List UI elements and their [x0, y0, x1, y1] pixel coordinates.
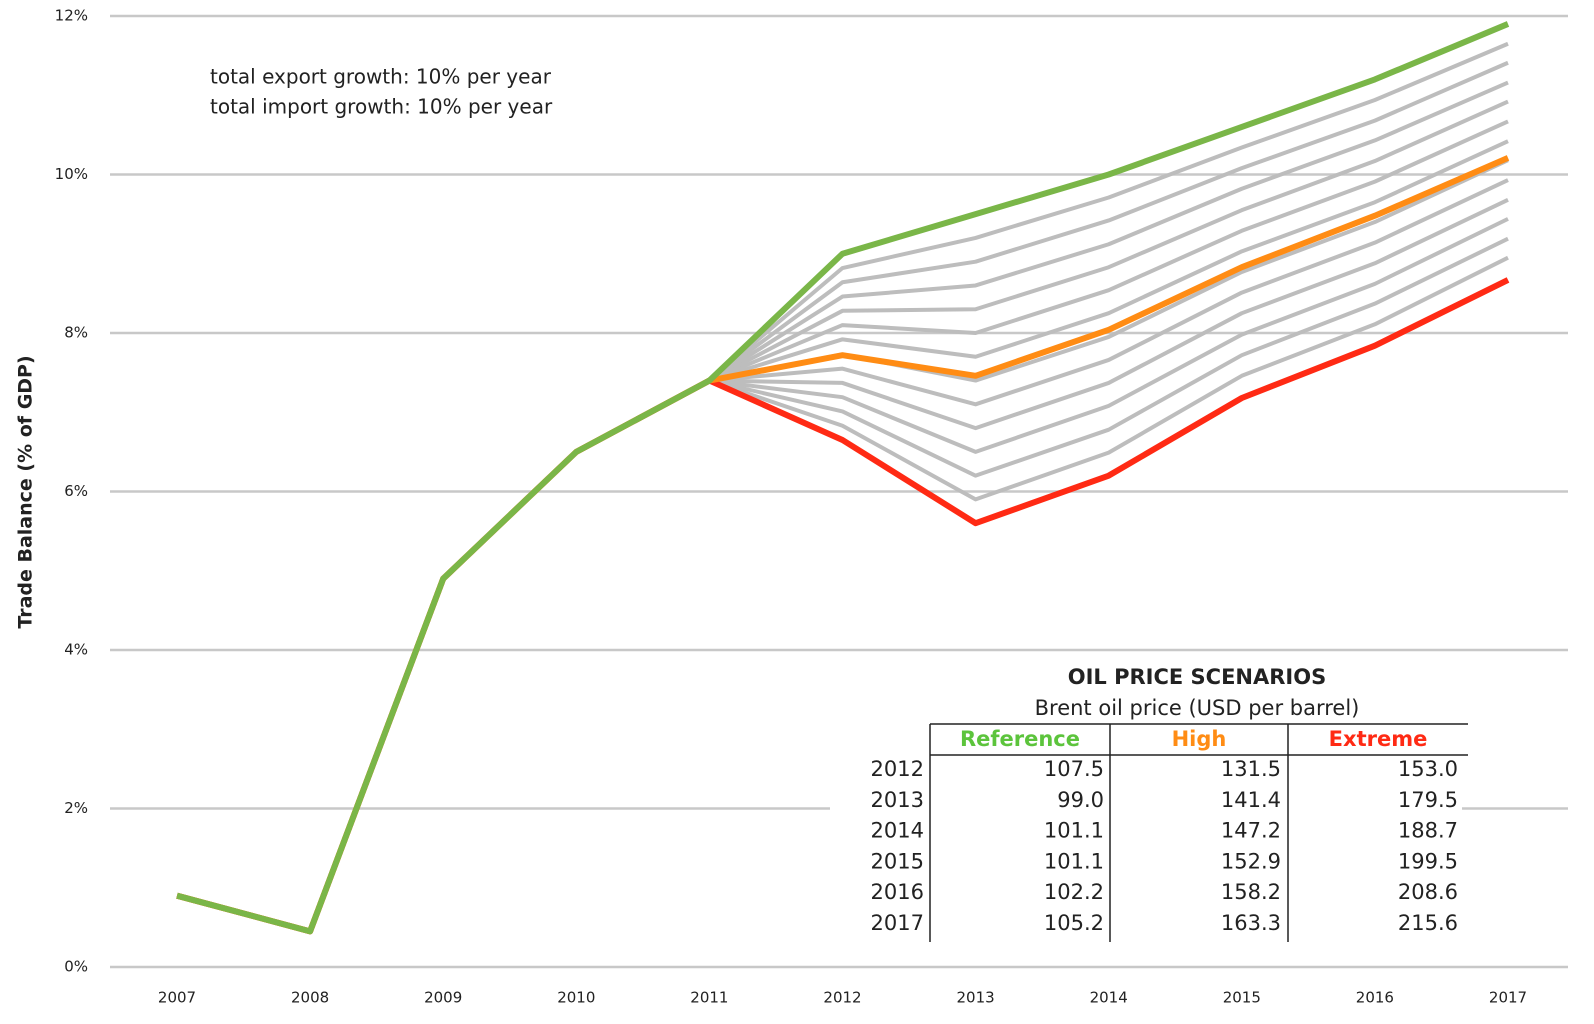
table-cell: 2013 [871, 788, 924, 812]
table-title: OIL PRICE SCENARIOS [1068, 665, 1326, 689]
table-cell: 147.2 [1221, 819, 1281, 843]
table-cell: 107.5 [1044, 757, 1104, 781]
x-tick-label: 2010 [557, 989, 595, 1007]
table-cell: 158.2 [1221, 880, 1281, 904]
table-cell: 99.0 [1057, 788, 1104, 812]
y-tick-label: 4% [64, 641, 88, 659]
table-header: High [1172, 727, 1227, 751]
y-tick-label: 8% [64, 324, 88, 342]
series-line [709, 198, 1509, 431]
table-cell: 199.5 [1398, 849, 1458, 873]
table-cell: 215.6 [1398, 911, 1458, 935]
table-cell: 102.2 [1044, 880, 1104, 904]
table-cell: 101.1 [1044, 849, 1104, 873]
y-axis-label: Trade Balance (% of GDP) [15, 355, 37, 628]
x-tick-label: 2009 [424, 989, 462, 1007]
table-cell: 101.1 [1044, 819, 1104, 843]
y-tick-label: 12% [55, 7, 88, 25]
annotation: total export growth: 10% per year [210, 65, 552, 89]
y-tick-label: 6% [64, 482, 88, 500]
series-line [709, 178, 1509, 407]
y-tick-label: 0% [64, 958, 88, 976]
x-tick-label: 2016 [1356, 989, 1394, 1007]
x-tick-label: 2013 [957, 989, 995, 1007]
table-cell: 2016 [871, 880, 924, 904]
x-tick-label: 2017 [1489, 989, 1527, 1007]
series-line [708, 119, 1509, 383]
table-cell: 179.5 [1398, 788, 1458, 812]
series-line [708, 41, 1509, 383]
x-tick-label: 2007 [158, 989, 196, 1007]
table-subtitle: Brent oil price (USD per barrel) [1035, 696, 1360, 720]
y-tick-label: 10% [55, 165, 88, 183]
x-tick-label: 2012 [823, 989, 861, 1007]
x-tick-label: 2011 [690, 989, 728, 1007]
series-line [708, 99, 1509, 383]
table-cell: 105.2 [1044, 911, 1104, 935]
table-cell: 188.7 [1398, 819, 1458, 843]
table-cell: 208.6 [1398, 880, 1458, 904]
table-cell: 141.4 [1221, 788, 1281, 812]
series-line [709, 217, 1509, 454]
table-header: Extreme [1329, 727, 1428, 751]
table-cell: 2012 [871, 757, 924, 781]
table-cell: 2015 [871, 849, 924, 873]
series-line [708, 80, 1509, 383]
series-line [708, 139, 1509, 383]
table-background [830, 660, 1462, 945]
series-line [708, 60, 1509, 383]
x-tick-label: 2015 [1223, 989, 1261, 1007]
series-line [708, 236, 1509, 478]
table-cell: 131.5 [1221, 757, 1281, 781]
table-cell: 2017 [871, 911, 924, 935]
series-line [708, 255, 1509, 502]
x-tick-label: 2014 [1090, 989, 1128, 1007]
table-cell: 153.0 [1398, 757, 1458, 781]
table-cell: 152.9 [1221, 849, 1281, 873]
table-cell: 163.3 [1221, 911, 1281, 935]
series-line [176, 21, 1510, 935]
y-tick-label: 2% [64, 799, 88, 817]
table-header: Reference [960, 727, 1080, 751]
table-cell: 2014 [871, 819, 924, 843]
annotation: total import growth: 10% per year [210, 95, 553, 119]
x-tick-label: 2008 [291, 989, 329, 1007]
